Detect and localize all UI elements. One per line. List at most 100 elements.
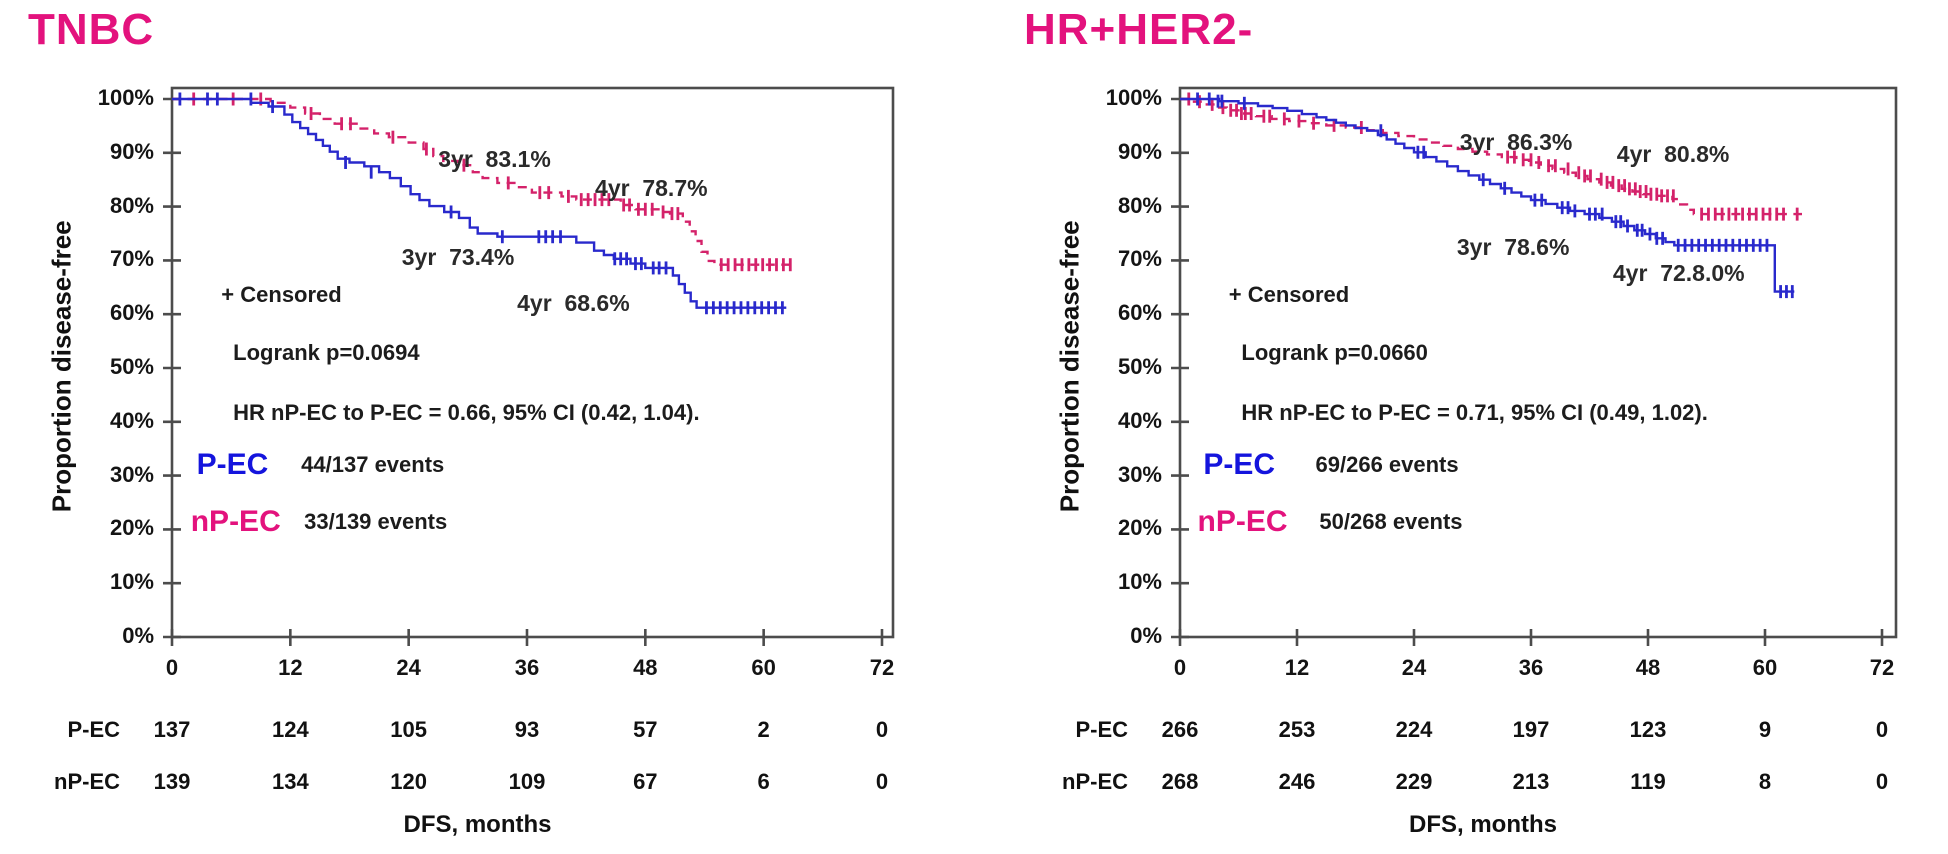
annotation-pink-3yr: 3yr 83.1% bbox=[438, 146, 551, 173]
risk-count: 2 bbox=[757, 717, 770, 742]
x-tick-label: 0 bbox=[1173, 655, 1187, 680]
y-tick-label: 10% bbox=[1117, 569, 1162, 595]
risk-count: 213 bbox=[1512, 769, 1550, 794]
annotation-blue-4yr: 4yr 72.8.0% bbox=[1612, 260, 1745, 287]
km-curve-np-ec bbox=[172, 97, 797, 266]
legend-events-np-ec: 33/139 events bbox=[304, 508, 448, 534]
risk-count: 105 bbox=[390, 717, 428, 742]
y-tick-label: 40% bbox=[109, 407, 154, 433]
risk-row-label-p-ec: P-EC bbox=[67, 717, 120, 742]
risk-count: 119 bbox=[1630, 769, 1666, 794]
annotation-blue-3yr: 3yr 73.4% bbox=[401, 243, 515, 270]
y-tick-label: 90% bbox=[109, 138, 154, 164]
risk-count: 268 bbox=[1161, 769, 1199, 794]
y-tick-label: 40% bbox=[1117, 407, 1162, 433]
legend-events-p-ec: 69/266 events bbox=[1315, 452, 1459, 478]
legend-events-np-ec: 50/268 events bbox=[1319, 508, 1463, 534]
risk-count: 139 bbox=[153, 769, 191, 794]
risk-count: 253 bbox=[1278, 717, 1316, 742]
risk-count: 109 bbox=[508, 769, 546, 794]
x-tick-label: 24 bbox=[1401, 655, 1427, 680]
annotation-hazard-ratio: HR nP-EC to P-EC = 0.66, 95% CI (0.42, 1… bbox=[233, 400, 700, 426]
y-tick-label: 80% bbox=[1117, 192, 1162, 218]
risk-count: 120 bbox=[390, 769, 428, 794]
legend-label-np-ec: nP-EC bbox=[190, 504, 281, 538]
x-tick-label: 48 bbox=[633, 655, 658, 680]
risk-count: 9 bbox=[1758, 717, 1772, 742]
y-tick-label: 30% bbox=[1117, 461, 1162, 487]
y-tick-label: 70% bbox=[1117, 246, 1162, 272]
y-tick-label: 50% bbox=[1117, 354, 1162, 379]
y-tick-label: 30% bbox=[109, 461, 154, 487]
annotation-pink-4yr: 4yr 80.8% bbox=[1616, 141, 1730, 168]
risk-count: 124 bbox=[271, 717, 309, 742]
y-tick-label: 0% bbox=[1130, 623, 1162, 648]
annotation-pink-4yr: 4yr 78.7% bbox=[595, 174, 708, 201]
plot-frame bbox=[170, 86, 895, 639]
risk-count: 67 bbox=[633, 769, 658, 794]
panel-title-hr-her2: HR+HER2- bbox=[1024, 5, 1254, 54]
y-tick-label: 50% bbox=[109, 354, 154, 379]
x-tick-label: 0 bbox=[165, 655, 179, 680]
y-tick-label: 60% bbox=[109, 300, 154, 326]
risk-row-label-np-ec: nP-EC bbox=[1062, 769, 1128, 794]
y-tick-label: 80% bbox=[109, 192, 154, 218]
x-axis-label: DFS, months bbox=[1409, 811, 1557, 838]
risk-count: 57 bbox=[633, 717, 658, 742]
panel-title-tnbc: TNBC bbox=[28, 5, 155, 54]
y-tick-label: 0% bbox=[122, 623, 154, 648]
y-tick-label: 90% bbox=[1117, 138, 1162, 164]
x-tick-label: 72 bbox=[1869, 655, 1895, 680]
legend-label-p-ec: P-EC bbox=[196, 448, 269, 482]
y-tick-label: 20% bbox=[109, 515, 154, 541]
risk-count: 229 bbox=[1395, 769, 1433, 794]
annotation-blue-4yr: 4yr 68.6% bbox=[517, 289, 630, 316]
y-tick-label: 60% bbox=[1117, 300, 1162, 326]
x-axis-label: DFS, months bbox=[403, 811, 552, 838]
risk-count: 93 bbox=[514, 717, 540, 742]
y-tick-label: 100% bbox=[1105, 85, 1162, 110]
y-tick-label: 10% bbox=[109, 569, 154, 595]
legend-label-p-ec: P-EC bbox=[1203, 448, 1276, 482]
annotation-hazard-ratio: HR nP-EC to P-EC = 0.71, 95% CI (0.49, 1… bbox=[1241, 400, 1708, 426]
risk-count: 6 bbox=[757, 769, 770, 794]
annotation-pink-3yr: 3yr 86.3% bbox=[1459, 129, 1573, 156]
y-axis-label: Proportion disease-free bbox=[1054, 220, 1085, 513]
risk-row-label-p-ec: P-EC bbox=[1075, 717, 1128, 742]
annotation-censored-note: + Censored bbox=[1228, 282, 1350, 308]
x-tick-label: 60 bbox=[751, 655, 776, 680]
x-tick-label: 36 bbox=[1518, 655, 1544, 680]
legend-events-p-ec: 44/137 events bbox=[301, 452, 445, 478]
risk-count: 137 bbox=[153, 717, 191, 742]
risk-count: 8 bbox=[1758, 769, 1772, 794]
risk-count: 0 bbox=[875, 717, 889, 742]
risk-count: 224 bbox=[1395, 717, 1433, 742]
x-tick-label: 24 bbox=[396, 655, 421, 680]
km-curve-p-ec bbox=[1180, 97, 1795, 293]
risk-count: 123 bbox=[1629, 717, 1667, 742]
risk-row-label-np-ec: nP-EC bbox=[54, 769, 120, 794]
x-tick-label: 36 bbox=[514, 655, 540, 680]
km-curve-p-ec bbox=[172, 97, 787, 309]
plot-frame bbox=[1178, 86, 1898, 639]
risk-count: 246 bbox=[1278, 769, 1316, 794]
risk-count: 197 bbox=[1512, 717, 1550, 742]
x-tick-label: 60 bbox=[1752, 655, 1778, 680]
risk-count: 0 bbox=[1875, 717, 1889, 742]
risk-count: 0 bbox=[1875, 769, 1889, 794]
legend-label-np-ec: nP-EC bbox=[1197, 504, 1288, 538]
risk-count: 134 bbox=[271, 769, 309, 794]
annotation-censored-note: + Censored bbox=[221, 282, 342, 308]
x-tick-label: 72 bbox=[869, 655, 895, 680]
y-tick-label: 100% bbox=[97, 85, 154, 110]
annotation-blue-3yr: 3yr 78.6% bbox=[1456, 234, 1570, 261]
x-tick-label: 48 bbox=[1635, 655, 1661, 680]
annotation-logrank: Logrank p=0.0660 bbox=[1241, 340, 1428, 365]
risk-count: 266 bbox=[1161, 717, 1199, 742]
y-tick-label: 20% bbox=[1117, 515, 1162, 541]
annotation-logrank: Logrank p=0.0694 bbox=[233, 340, 420, 365]
x-tick-label: 12 bbox=[278, 655, 303, 680]
risk-count: 0 bbox=[875, 769, 889, 794]
